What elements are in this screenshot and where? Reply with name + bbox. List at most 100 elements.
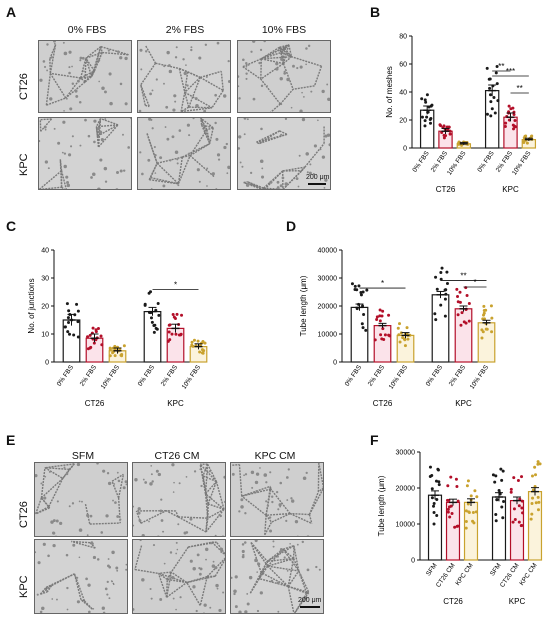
data-point: [66, 330, 69, 333]
data-point: [449, 476, 452, 479]
data-point: [486, 67, 489, 70]
data-point: [404, 344, 407, 347]
data-point: [510, 488, 513, 491]
data-point: [378, 314, 381, 317]
y-tick-label: 10: [41, 332, 49, 339]
data-point: [537, 496, 540, 499]
data-point: [494, 111, 497, 114]
bar: [374, 326, 391, 362]
data-point: [202, 352, 205, 355]
data-point: [483, 312, 486, 315]
data-point: [465, 527, 468, 530]
data-point: [114, 354, 117, 357]
column-label-sfm: SFM: [36, 450, 130, 462]
category-label: KPC CM: [518, 562, 538, 587]
data-point: [379, 308, 382, 311]
data-point: [448, 516, 451, 519]
y-tick-label: 0: [333, 360, 337, 367]
group-label: KPC: [509, 597, 526, 606]
bar: [486, 91, 499, 148]
bar: [144, 312, 161, 362]
data-point: [534, 473, 537, 476]
data-point: [480, 337, 483, 340]
data-point: [502, 500, 505, 503]
category-label: 10% FBS: [469, 364, 491, 391]
data-point: [109, 348, 112, 351]
data-point: [384, 333, 387, 336]
data-point: [172, 313, 175, 316]
data-point: [466, 484, 469, 487]
data-point: [64, 326, 67, 329]
significance-label: *: [174, 280, 177, 289]
category-label: 10% FBS: [100, 364, 122, 391]
data-point: [354, 285, 357, 288]
y-tick-label: 40000: [318, 248, 338, 255]
bar: [351, 307, 368, 362]
data-point: [499, 468, 502, 471]
data-point: [490, 317, 493, 320]
data-point: [456, 295, 459, 298]
data-point: [457, 300, 460, 303]
data-point: [467, 510, 470, 513]
data-point: [144, 303, 147, 306]
y-axis-label: No. of junctions: [27, 278, 36, 333]
data-point: [173, 316, 176, 319]
category-label: 10% FBS: [511, 150, 533, 177]
data-point: [483, 309, 486, 312]
data-point: [490, 304, 493, 307]
data-point: [68, 333, 71, 336]
row-label-kpc: KPC: [18, 153, 30, 176]
y-tick-label: 0: [45, 360, 49, 367]
data-point: [455, 485, 458, 488]
data-point: [465, 322, 468, 325]
data-point: [100, 343, 103, 346]
data-point: [66, 302, 69, 305]
data-point: [77, 335, 80, 338]
data-point: [446, 484, 449, 487]
data-point: [457, 313, 460, 316]
data-point: [433, 522, 436, 525]
group-label: KPC: [167, 399, 184, 408]
data-point: [399, 341, 402, 344]
data-point: [492, 473, 495, 476]
data-point: [357, 284, 360, 287]
data-point: [375, 318, 378, 321]
data-point: [92, 327, 95, 330]
data-point: [201, 348, 204, 351]
data-point: [361, 322, 364, 325]
data-point: [198, 350, 201, 353]
data-point: [444, 315, 447, 318]
data-point: [520, 524, 523, 527]
data-point: [530, 513, 533, 516]
data-point: [486, 328, 489, 331]
data-point: [494, 513, 497, 516]
data-point: [120, 353, 123, 356]
data-point: [491, 107, 494, 110]
y-tick-label: 0: [411, 558, 415, 565]
data-point: [518, 504, 521, 507]
data-point: [380, 337, 383, 340]
category-label: SFM: [489, 562, 503, 577]
data-point: [425, 116, 428, 119]
data-point: [500, 479, 503, 482]
data-point: [436, 288, 439, 291]
data-point: [473, 489, 476, 492]
category-label: KPC CM: [454, 562, 474, 587]
data-point: [482, 305, 485, 308]
group-label: KPC: [455, 399, 472, 408]
category-label: 0% FBS: [476, 150, 496, 174]
data-point: [429, 475, 432, 478]
data-point: [362, 290, 365, 293]
data-point: [433, 312, 436, 315]
data-point: [518, 521, 521, 524]
data-point: [513, 507, 516, 510]
data-point: [443, 134, 446, 137]
data-point: [109, 354, 112, 357]
data-point: [531, 502, 534, 505]
micrograph-ct26-kpccm: [230, 462, 324, 537]
significance-label: *: [473, 278, 476, 287]
data-point: [397, 333, 400, 336]
data-point: [432, 505, 435, 508]
data-point: [522, 140, 525, 143]
